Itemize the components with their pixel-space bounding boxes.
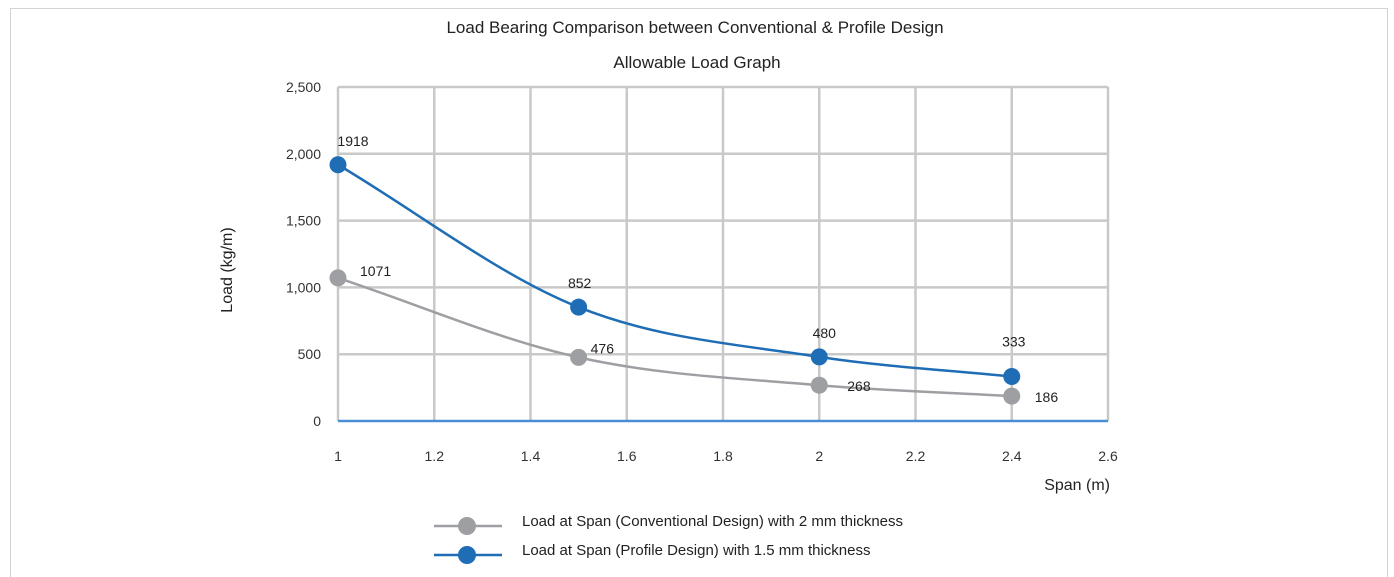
data-label: 1918 (337, 133, 368, 149)
x-tick-label: 1.6 (617, 448, 637, 464)
legend-swatch-marker (458, 546, 476, 564)
data-point (329, 269, 347, 287)
series-group: 1071 476 268 186 1918 852 480 333 (329, 133, 1059, 405)
y-axis-label: Load (kg/m) (219, 227, 236, 312)
data-label: 1071 (360, 263, 391, 279)
data-label: 476 (591, 340, 615, 356)
grid (336, 85, 1110, 423)
x-tick-label: 1.8 (713, 448, 733, 464)
y-axis-ticks: 0 500 1,000 1,500 2,000 2,500 (286, 79, 321, 429)
legend-swatch-marker (458, 517, 476, 535)
chart-frame (10, 8, 1388, 577)
y-tick-label: 2,500 (286, 79, 321, 95)
legend: Load at Span (Conventional Design) with … (434, 513, 903, 564)
legend-label: Load at Span (Profile Design) with 1.5 m… (522, 542, 871, 559)
data-point (810, 376, 828, 394)
chart-title: Load Bearing Comparison between Conventi… (446, 18, 943, 37)
data-label: 333 (1002, 334, 1026, 350)
series-line (337, 276, 1012, 398)
y-tick-label: 1,000 (286, 279, 321, 295)
data-point (570, 298, 588, 316)
y-tick-label: 1,500 (286, 213, 321, 229)
x-tick-label: 1.4 (521, 448, 541, 464)
data-point (1003, 387, 1021, 405)
data-point (810, 348, 828, 366)
x-tick-label: 2.6 (1098, 448, 1118, 464)
y-tick-label: 0 (313, 413, 321, 429)
y-tick-label: 500 (298, 346, 322, 362)
x-tick-label: 2.2 (906, 448, 926, 464)
x-tick-label: 1.2 (425, 448, 445, 464)
series-line (337, 163, 1012, 378)
x-tick-label: 1 (334, 448, 342, 464)
data-point (1003, 368, 1021, 386)
y-tick-label: 2,000 (286, 146, 321, 162)
data-label: 852 (568, 275, 592, 291)
x-axis-label: Span (m) (1044, 477, 1110, 494)
chart-subtitle: Allowable Load Graph (613, 53, 780, 72)
x-axis-ticks: 1 1.2 1.4 1.6 1.8 2 2.2 2.4 2.6 (334, 448, 1118, 464)
legend-label: Load at Span (Conventional Design) with … (522, 513, 903, 530)
x-tick-label: 2.4 (1002, 448, 1022, 464)
data-label: 480 (813, 325, 837, 341)
data-label: 268 (847, 378, 871, 394)
x-tick-label: 2 (815, 448, 823, 464)
data-point (570, 348, 588, 366)
data-label: 186 (1035, 389, 1059, 405)
data-point (329, 156, 347, 174)
